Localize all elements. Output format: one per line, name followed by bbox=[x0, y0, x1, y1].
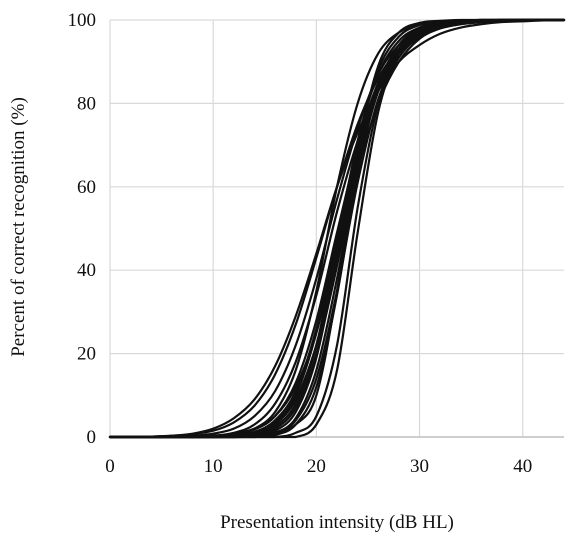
x-axis-title: Presentation intensity (dB HL) bbox=[220, 512, 454, 533]
x-tick-label: 40 bbox=[513, 456, 532, 477]
y-axis-title: Percent of correct recognition (%) bbox=[8, 97, 29, 357]
x-tick-label: 30 bbox=[410, 456, 429, 477]
y-tick-label: 80 bbox=[77, 93, 96, 114]
y-tick-label: 20 bbox=[77, 344, 96, 365]
x-tick-label: 20 bbox=[307, 456, 326, 477]
x-tick-label: 10 bbox=[204, 456, 223, 477]
tick-labels: 0 20 40 60 80 100 0 10 20 30 40 bbox=[68, 10, 533, 477]
series-lines bbox=[108, 18, 566, 439]
y-tick-label: 40 bbox=[77, 260, 96, 281]
y-tick-label: 0 bbox=[87, 427, 97, 448]
y-tick-label: 100 bbox=[68, 10, 97, 31]
y-tick-label: 60 bbox=[77, 177, 96, 198]
x-tick-label: 0 bbox=[105, 456, 115, 477]
series-line-20 bbox=[108, 18, 566, 439]
